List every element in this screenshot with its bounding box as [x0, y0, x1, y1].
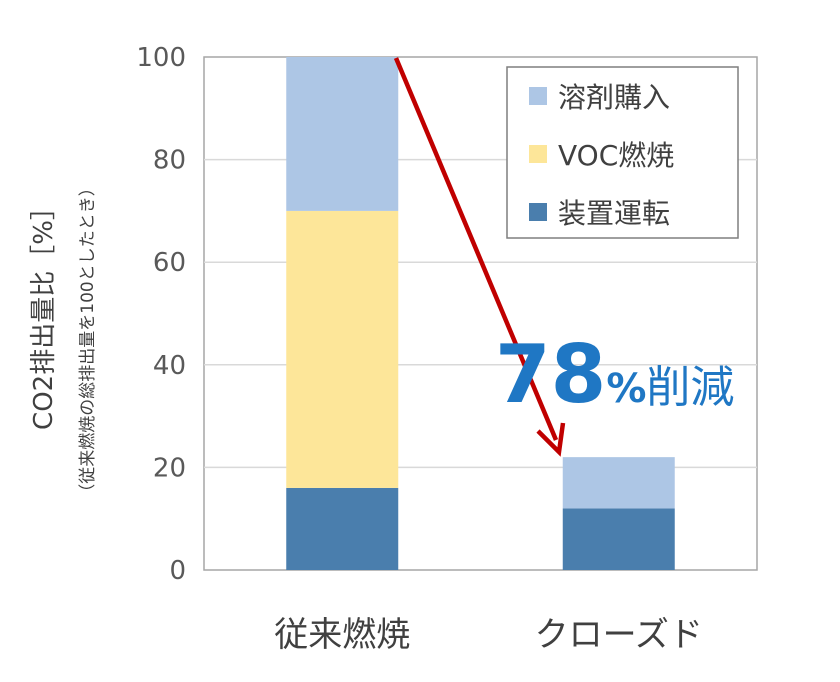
legend-swatch [529, 145, 547, 163]
y-axis-subtitle-group: （従来燃焼の総排出量を100としたとき） [78, 179, 98, 500]
legend-swatch [529, 203, 547, 221]
y-tick-label: 60 [153, 248, 186, 278]
reduction-annotation: 78%削減 [495, 328, 734, 421]
bar-segment [562, 457, 675, 509]
y-tick-label: 20 [153, 453, 186, 483]
bar-segment [286, 210, 399, 488]
x-category-label: 従来燃焼 [274, 615, 410, 655]
annotation-percent: % [606, 366, 646, 412]
y-axis-title: CO2排出量比［%］ [29, 194, 59, 430]
y-axis-ticks: 0 20 40 60 80 100 [136, 43, 186, 586]
reduction-arrow [393, 57, 566, 457]
y-axis-label: CO2排出量比［%］ [29, 194, 59, 430]
x-axis-labels: 従来燃焼 クローズド [274, 615, 703, 655]
y-axis-sublabel: （従来燃焼の総排出量を100としたとき） [78, 179, 98, 500]
bar-segment [286, 487, 399, 570]
annotation-number: 78 [495, 328, 606, 421]
y-tick-label: 80 [153, 146, 186, 176]
bar-segment [286, 57, 399, 211]
plot-area [203, 56, 758, 571]
x-category-label: クローズド [535, 615, 703, 655]
y-tick-label: 40 [153, 351, 186, 381]
legend-swatch [529, 87, 547, 105]
annotation-word: 削減 [646, 362, 734, 413]
legend-label: VOC燃焼 [558, 139, 674, 172]
legend-label: 溶剤購入 [558, 81, 670, 114]
bars [286, 57, 675, 570]
bar-segment [562, 508, 675, 570]
y-tick-label: 100 [136, 43, 186, 73]
y-tick-label: 0 [169, 556, 186, 586]
legend-label: 装置運転 [558, 197, 670, 230]
